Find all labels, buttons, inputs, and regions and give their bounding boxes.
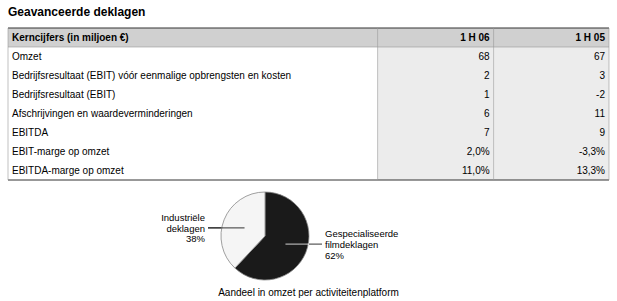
table-border <box>8 28 609 29</box>
table-cell <box>378 161 494 180</box>
table-cell <box>494 123 609 142</box>
pie-slice <box>221 192 265 268</box>
table-cell <box>378 85 494 104</box>
slice-label: Industriëledeklagen <box>161 211 205 233</box>
table-cell <box>378 66 494 85</box>
leader-line <box>208 227 245 228</box>
table-border <box>8 180 609 181</box>
cell-label: 11 <box>595 108 606 119</box>
row-label: Afschrijvingen en waardeverminderingen <box>12 108 193 119</box>
slice-value-label: 38% <box>186 233 206 244</box>
table-cell <box>378 47 494 66</box>
cell-label: 1 <box>484 89 490 100</box>
table-cell <box>378 142 494 161</box>
slice-value-label: 62% <box>325 250 345 261</box>
table-cell <box>378 104 494 123</box>
table-cell <box>494 161 609 180</box>
slice-label: Gespecialiseerdefilmdeklagen <box>325 228 398 250</box>
leader-line <box>285 244 322 245</box>
cell-label: 2,0% <box>467 146 490 157</box>
table-cell <box>494 85 609 104</box>
column-header: 1 H 05 <box>576 32 606 43</box>
table-cell <box>494 142 609 161</box>
row-label: EBITDA <box>12 127 48 138</box>
cell-label: 7 <box>484 127 490 138</box>
table-cell <box>378 123 494 142</box>
cell-label: -2 <box>596 89 605 100</box>
row-label: EBIT-marge op omzet <box>12 146 109 157</box>
table-cell <box>494 66 609 85</box>
table: Kerncijfers (in miljoen €) 1 H 06 1 H 05 Om… <box>8 28 609 180</box>
column-rule <box>609 28 610 180</box>
row-label: Bedrijfsresultaat (EBIT) vóór eenmalige … <box>12 70 291 81</box>
cell-label: 68 <box>478 51 490 62</box>
column-rule <box>493 28 494 180</box>
pie-caption: Aandeel in omzet per activiteitenplatfor… <box>218 287 399 298</box>
header-rule <box>8 47 609 48</box>
row-label: Bedrijfsresultaat (EBIT) <box>12 89 115 100</box>
header-background <box>8 28 609 47</box>
cell-label: 67 <box>594 51 606 62</box>
pie: Gespecialiseerdefilmdeklagen62% Industrië… <box>161 192 398 280</box>
cell-label: 2 <box>484 70 490 81</box>
table-cell <box>494 47 609 66</box>
column-header: Kerncijfers (in miljoen €) <box>12 32 129 43</box>
leader-line <box>309 244 322 245</box>
title: Geavanceerde deklagen <box>8 5 145 19</box>
leader-line <box>208 227 221 228</box>
cell-label: 9 <box>599 127 605 138</box>
cell-label: -3,3% <box>579 146 605 157</box>
column-header: 1 H 06 <box>460 32 490 43</box>
column-rule <box>377 28 378 180</box>
row-label: EBITDA-marge op omzet <box>12 165 124 176</box>
row-label: Omzet <box>12 51 42 62</box>
chart-canvas: Kerncijfers (in miljoen €) 1 H 06 1 H 05 Om… <box>0 0 617 301</box>
column-rule <box>8 28 9 180</box>
cell-label: 3 <box>599 70 605 81</box>
cell-label: 11,0% <box>462 165 490 176</box>
cell-label: 6 <box>484 108 490 119</box>
table-cell <box>494 104 609 123</box>
cell-label: 13,3% <box>577 165 605 176</box>
